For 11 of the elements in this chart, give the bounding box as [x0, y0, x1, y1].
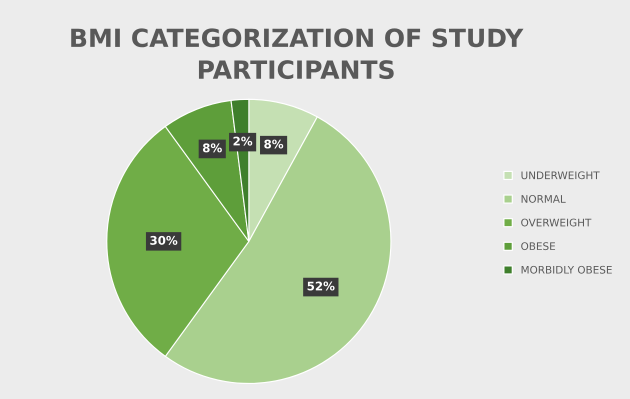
data-label: 30% — [150, 236, 178, 245]
data-label: 8% — [264, 140, 284, 149]
data-label: 2% — [234, 136, 252, 146]
legend-label: OVERWEIGHT — [521, 218, 592, 226]
data-label: 8% — [202, 143, 222, 152]
chart-title: BMI CATEGORIZATION OF STUDY PARTICIPANTS — [71, 28, 524, 80]
legend-label: MORBIDLY OBESE — [522, 266, 612, 274]
legend-label: OBESE — [521, 242, 556, 250]
legend-label: UNDERWEIGHT — [521, 171, 600, 180]
data-label: 52% — [308, 282, 335, 290]
legend-label: NORMAL — [522, 194, 566, 203]
